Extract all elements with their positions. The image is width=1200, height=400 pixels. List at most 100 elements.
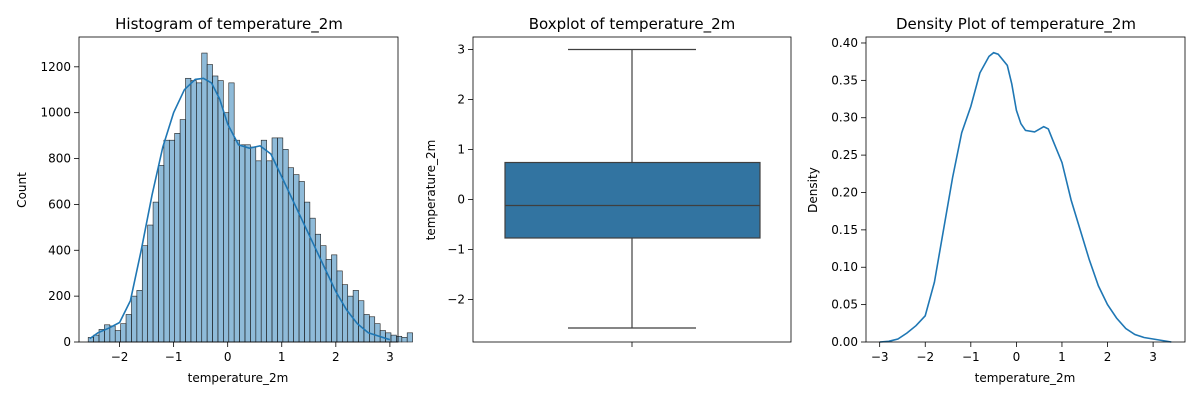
density-y-tick-label: 0.35 <box>831 73 858 87</box>
density-y-tick-label: 0.00 <box>831 335 858 349</box>
density-line <box>879 51 1172 343</box>
density-x-ticks: −3 −2 −1 0 1 2 3 <box>871 342 1157 364</box>
density-y-tick-label: 0.25 <box>831 148 858 162</box>
histogram-bar <box>147 224 154 343</box>
boxplot-axes-frame <box>472 36 792 343</box>
histogram-axes-frame <box>78 36 399 343</box>
histogram-bar <box>304 201 311 343</box>
histogram-y-tick-label: 800 <box>48 152 71 166</box>
histogram-bar <box>217 80 224 343</box>
histogram-bar <box>352 290 359 343</box>
histogram-bar <box>282 149 289 343</box>
histogram-bar <box>331 254 338 343</box>
histogram-bar <box>401 337 408 343</box>
histogram-y-tick-label: 0 <box>63 335 71 349</box>
histogram-bar <box>158 165 165 343</box>
density-y-tick-label: 0.40 <box>831 36 858 50</box>
boxplot-y-ticks: −2 −1 0 1 2 3 <box>447 43 473 307</box>
density-y-tick-label: 0.15 <box>831 223 858 237</box>
histogram-bar <box>396 335 403 343</box>
histogram-bar <box>212 75 219 343</box>
histogram-bar <box>201 52 208 343</box>
histogram-y-tick-label: 1200 <box>40 60 71 74</box>
histogram-bar <box>347 295 354 343</box>
histogram-bar <box>125 314 132 343</box>
histogram-bar <box>168 139 175 343</box>
histogram-x-ticks: −2 −1 0 1 2 3 <box>111 342 394 364</box>
histogram-bar <box>109 325 116 343</box>
histogram-bar <box>358 300 365 343</box>
density-y-ticks: 0.00 0.05 0.10 0.15 0.20 0.25 0.30 0.35 0.40 <box>831 36 866 349</box>
histogram-bar <box>363 314 370 343</box>
boxplot-y-tick-label: 1 <box>457 143 465 157</box>
boxplot-elements <box>504 48 761 329</box>
density-x-tick-label: −3 <box>871 350 889 364</box>
histogram-bar <box>228 82 235 343</box>
boxplot-y-tick-label: −2 <box>447 293 465 307</box>
density-x-tick-label: 3 <box>1149 350 1157 364</box>
histogram-bar <box>120 323 127 343</box>
density-x-label: temperature_2m <box>975 371 1076 385</box>
histogram-bar <box>260 139 267 343</box>
density-x-tick-label: 0 <box>1013 350 1021 364</box>
boxplot-y-tick-label: −1 <box>447 243 465 257</box>
histogram-bar <box>233 139 240 343</box>
histogram-x-tick-label: 3 <box>386 350 394 364</box>
density-x-tick-label: −2 <box>916 350 934 364</box>
histogram-bar <box>239 144 246 343</box>
histogram-bar <box>385 332 392 343</box>
histogram-y-tick-label: 400 <box>48 243 71 257</box>
histogram-bar <box>196 82 203 343</box>
histogram-bar <box>185 77 192 343</box>
histogram-bar <box>223 112 230 343</box>
histogram-kde-line <box>89 77 391 341</box>
density-y-tick-label: 0.20 <box>831 185 858 199</box>
histogram-bar <box>342 284 349 343</box>
histogram-bar <box>141 245 148 343</box>
density-y-tick-label: 0.05 <box>831 298 858 312</box>
density-y-tick-label: 0.30 <box>831 111 858 125</box>
histogram-bar <box>152 201 159 343</box>
histogram-bar <box>174 133 181 343</box>
histogram-bar <box>206 64 213 343</box>
histogram-x-tick-label: 2 <box>332 350 340 364</box>
histogram-bar <box>136 290 143 343</box>
histogram-bar <box>163 139 170 343</box>
histogram-y-tick-label: 600 <box>48 197 71 211</box>
histogram-bar <box>406 332 413 343</box>
histogram-y-tick-label: 1000 <box>40 106 71 120</box>
density-x-tick-label: −1 <box>962 350 980 364</box>
histogram-bar <box>271 137 278 343</box>
histogram-bar <box>244 144 251 343</box>
boxplot-title: Boxplot of temperature_2m <box>529 15 736 34</box>
histogram-x-tick-label: 0 <box>224 350 232 364</box>
histogram-bar <box>293 174 300 343</box>
density-axes-frame <box>865 36 1186 343</box>
histogram-x-tick-label: −1 <box>165 350 183 364</box>
histogram-bar <box>374 323 381 343</box>
histogram-bar <box>336 270 343 343</box>
histogram-panel: Histogram of temperature_2m −2 −1 0 1 2 3 0 20… <box>15 15 413 385</box>
histogram-x-tick-label: −2 <box>111 350 129 364</box>
density-x-tick-label: 1 <box>1058 350 1066 364</box>
histogram-y-ticks: 0 200 400 600 800 1000 1200 <box>40 60 79 349</box>
density-y-tick-label: 0.10 <box>831 260 858 274</box>
histogram-bar <box>255 160 262 343</box>
boxplot-y-tick-label: 0 <box>457 193 465 207</box>
boxplot-y-tick-label: 3 <box>457 43 465 57</box>
histogram-bar <box>390 334 397 343</box>
boxplot-y-label: temperature_2m <box>424 140 438 241</box>
boxplot-y-tick-label: 2 <box>457 93 465 107</box>
histogram-bar <box>131 295 138 343</box>
boxplot-box <box>504 161 761 239</box>
density-panel: Density Plot of temperature_2m −3 −2 −1 0 1 2… <box>806 15 1186 385</box>
histogram-title: Histogram of temperature_2m <box>115 15 343 34</box>
histogram-y-label: Count <box>15 172 29 208</box>
histogram-bar <box>369 316 376 343</box>
boxplot-panel: Boxplot of temperature_2m −2 −1 0 1 2 3 tempe… <box>424 15 792 347</box>
histogram-bar <box>250 146 257 343</box>
histogram-bar <box>179 119 186 343</box>
density-y-label: Density <box>806 167 820 213</box>
histogram-y-tick-label: 200 <box>48 289 71 303</box>
